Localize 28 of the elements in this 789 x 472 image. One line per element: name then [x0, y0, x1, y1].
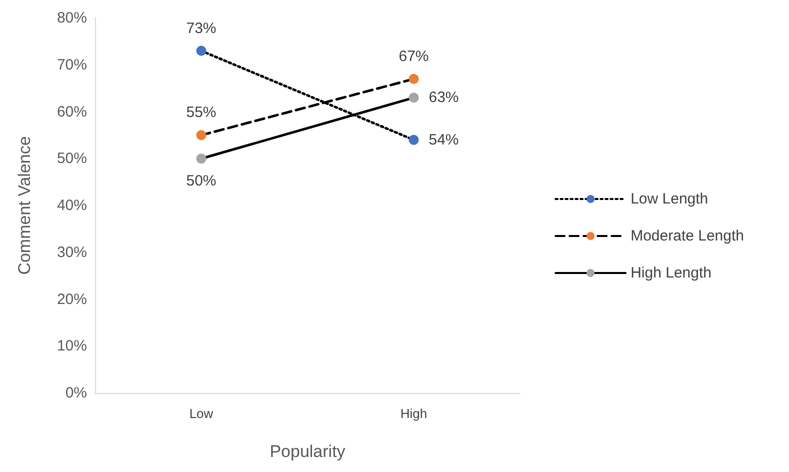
y-tick-label: 30% [56, 244, 87, 261]
legend-label: Low Length [630, 190, 708, 208]
point [408, 134, 419, 145]
y-tick-label: 10% [56, 338, 87, 355]
point [408, 92, 419, 103]
point [196, 154, 206, 164]
y-axis-title: Comment Valence [15, 136, 34, 275]
point [196, 46, 206, 56]
y-tick-label: 70% [56, 56, 87, 74]
point [196, 130, 206, 140]
data-label: 63% [428, 89, 459, 106]
y-tick-label: 0% [65, 384, 87, 402]
data-label: 73% [186, 20, 216, 37]
y-tick-label: 50% [56, 150, 87, 168]
x-tick-label: Low [189, 406, 214, 421]
point [408, 74, 419, 84]
data-label: 55% [186, 104, 216, 122]
data-label: 50% [186, 172, 216, 190]
y-tick-label: 60% [56, 103, 87, 120]
x-tick-label: High [400, 406, 428, 421]
x-axis-title: Popularity [270, 442, 346, 461]
y-tick-label: 80% [56, 10, 87, 26]
data-label: 67% [398, 48, 429, 65]
legend-label: High Length [630, 264, 712, 282]
legend-label: Moderate Length [630, 228, 744, 244]
y-tick-label: 20% [56, 290, 87, 308]
data-label: 54% [428, 131, 459, 148]
y-tick-label: 40% [56, 197, 87, 214]
